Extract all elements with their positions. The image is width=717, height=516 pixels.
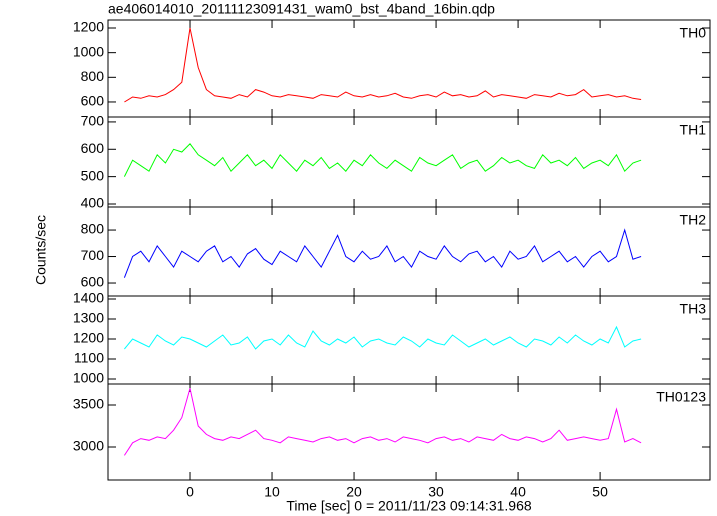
panel-label: TH2	[680, 212, 707, 228]
y-tick-label: 700	[81, 247, 105, 263]
x-tick-label: 0	[186, 484, 194, 500]
x-tick-label: 10	[264, 484, 280, 500]
panel-label: TH1	[680, 122, 707, 138]
y-tick-label: 1300	[73, 310, 104, 326]
light-curve	[123, 143, 642, 177]
panel-label: TH0123	[656, 389, 706, 405]
light-curve	[124, 325, 642, 350]
y-axis-label: Counts/sec	[33, 215, 49, 285]
y-tick-label: 1000	[73, 43, 104, 59]
panel-frame	[107, 383, 711, 481]
y-tick-label: 600	[81, 274, 105, 290]
y-tick-label: 400	[81, 195, 105, 211]
panel-frame	[107, 206, 711, 297]
panel-label: TH0	[680, 25, 707, 41]
y-tick-label: 800	[81, 68, 105, 84]
y-tick-label: 1100	[74, 350, 104, 366]
x-axis-label: Time [sec] 0 = 2011/11/23 09:14:31.968	[286, 498, 532, 514]
x-tick-label: 40	[510, 484, 526, 500]
light-curve	[123, 228, 642, 278]
y-tick-label: 600	[81, 140, 105, 156]
y-tick-label: 700	[81, 113, 105, 129]
y-tick-label: 600	[81, 93, 105, 109]
x-tick-label: 50	[592, 484, 608, 500]
y-tick-label: 500	[81, 167, 105, 183]
x-tick-label: 20	[346, 484, 362, 500]
light-curve	[123, 388, 642, 456]
y-tick-label: 1200	[73, 330, 104, 346]
y-tick-label: 1400	[73, 290, 104, 306]
y-tick-label: 800	[81, 221, 105, 237]
y-tick-label: 1000	[73, 370, 104, 386]
y-tick-label: 3500	[73, 396, 104, 412]
x-tick-label: 30	[428, 484, 444, 500]
y-tick-label: 1200	[73, 19, 104, 35]
panel-label: TH3	[680, 301, 707, 317]
y-tick-label: 3000	[73, 438, 104, 454]
chart-title: ae406014010_20111123091431_wam0_bst_4ban…	[108, 1, 495, 17]
light-curve	[124, 27, 642, 103]
